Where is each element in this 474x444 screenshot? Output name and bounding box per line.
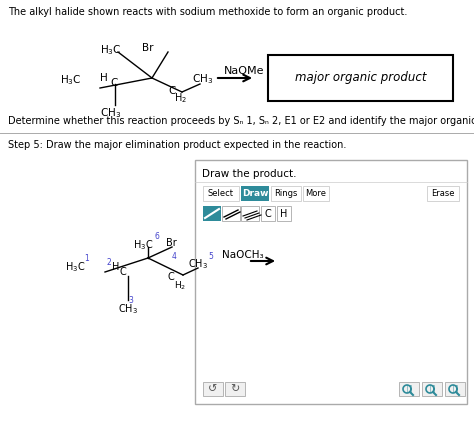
Text: $\mathregular{CH_3}$: $\mathregular{CH_3}$ [118,302,138,316]
Bar [203,382,223,396]
Text: More: More [306,189,327,198]
Text: 3: 3 [128,296,133,305]
Bar [203,186,239,201]
Text: $\mathregular{H_2}$: $\mathregular{H_2}$ [174,91,187,105]
Text: $\mathregular{H_3C}$: $\mathregular{H_3C}$ [60,73,82,87]
Text: ↻: ↻ [230,384,240,394]
Bar [271,186,301,201]
Text: NaOMe: NaOMe [224,66,264,76]
Bar [203,206,221,221]
Text: 4: 4 [172,252,177,261]
Text: $\mathregular{H_3C}$: $\mathregular{H_3C}$ [133,238,153,252]
Text: ↺: ↺ [208,384,218,394]
Text: Determine whether this reaction proceeds by Sₙ 1, Sₙ 2, E1 or E2 and identify th: Determine whether this reaction proceeds… [8,116,474,126]
Bar [445,382,465,396]
Text: $\mathregular{CH_3}$: $\mathregular{CH_3}$ [100,106,121,120]
Bar [241,206,259,221]
Text: $\mathregular{H_3C}$: $\mathregular{H_3C}$ [100,43,121,57]
Text: Draw the product.: Draw the product. [202,169,297,179]
Text: $\mathregular{CH_3}$: $\mathregular{CH_3}$ [188,257,208,271]
Bar [222,206,240,221]
Text: Draw: Draw [242,189,268,198]
Text: C: C [264,209,272,218]
Bar [277,206,291,221]
Text: C: C [110,78,118,88]
Bar [225,382,245,396]
Text: Step 5: Draw the major elimination product expected in the reaction.: Step 5: Draw the major elimination produ… [8,140,346,150]
Text: 6: 6 [155,232,160,241]
Text: C: C [168,272,175,282]
Bar [303,186,329,201]
Bar [241,186,269,201]
Bar [422,382,442,396]
Bar [427,186,459,201]
Text: Erase: Erase [431,189,455,198]
Text: H: H [280,209,288,218]
Text: major organic product: major organic product [295,71,426,84]
Text: $\mathregular{H_2}$: $\mathregular{H_2}$ [174,279,186,292]
Text: 2: 2 [107,258,112,267]
Bar [399,382,419,396]
Text: 🔍: 🔍 [407,385,411,393]
Text: 🔍: 🔍 [429,385,435,393]
Text: Br: Br [166,238,177,248]
Text: H: H [100,73,108,83]
Text: Br: Br [142,43,154,53]
Bar [195,160,467,404]
Text: The alkyl halide shown reacts with sodium methoxide to form an organic product.: The alkyl halide shown reacts with sodiu… [8,7,407,17]
Text: Select: Select [208,189,234,198]
Text: C: C [120,267,127,277]
Text: 5: 5 [208,252,213,261]
Text: $\mathregular{CH_3}$: $\mathregular{CH_3}$ [192,72,213,86]
Bar [261,206,275,221]
Text: Rings: Rings [274,189,298,198]
Bar [268,55,453,101]
Text: H: H [112,262,119,272]
Text: NaOCH₃: NaOCH₃ [222,250,264,260]
Text: $\mathregular{H_3C}$: $\mathregular{H_3C}$ [65,260,85,274]
Text: 🔍: 🔍 [453,385,457,393]
Text: 1: 1 [84,254,89,263]
Text: C: C [168,86,175,96]
